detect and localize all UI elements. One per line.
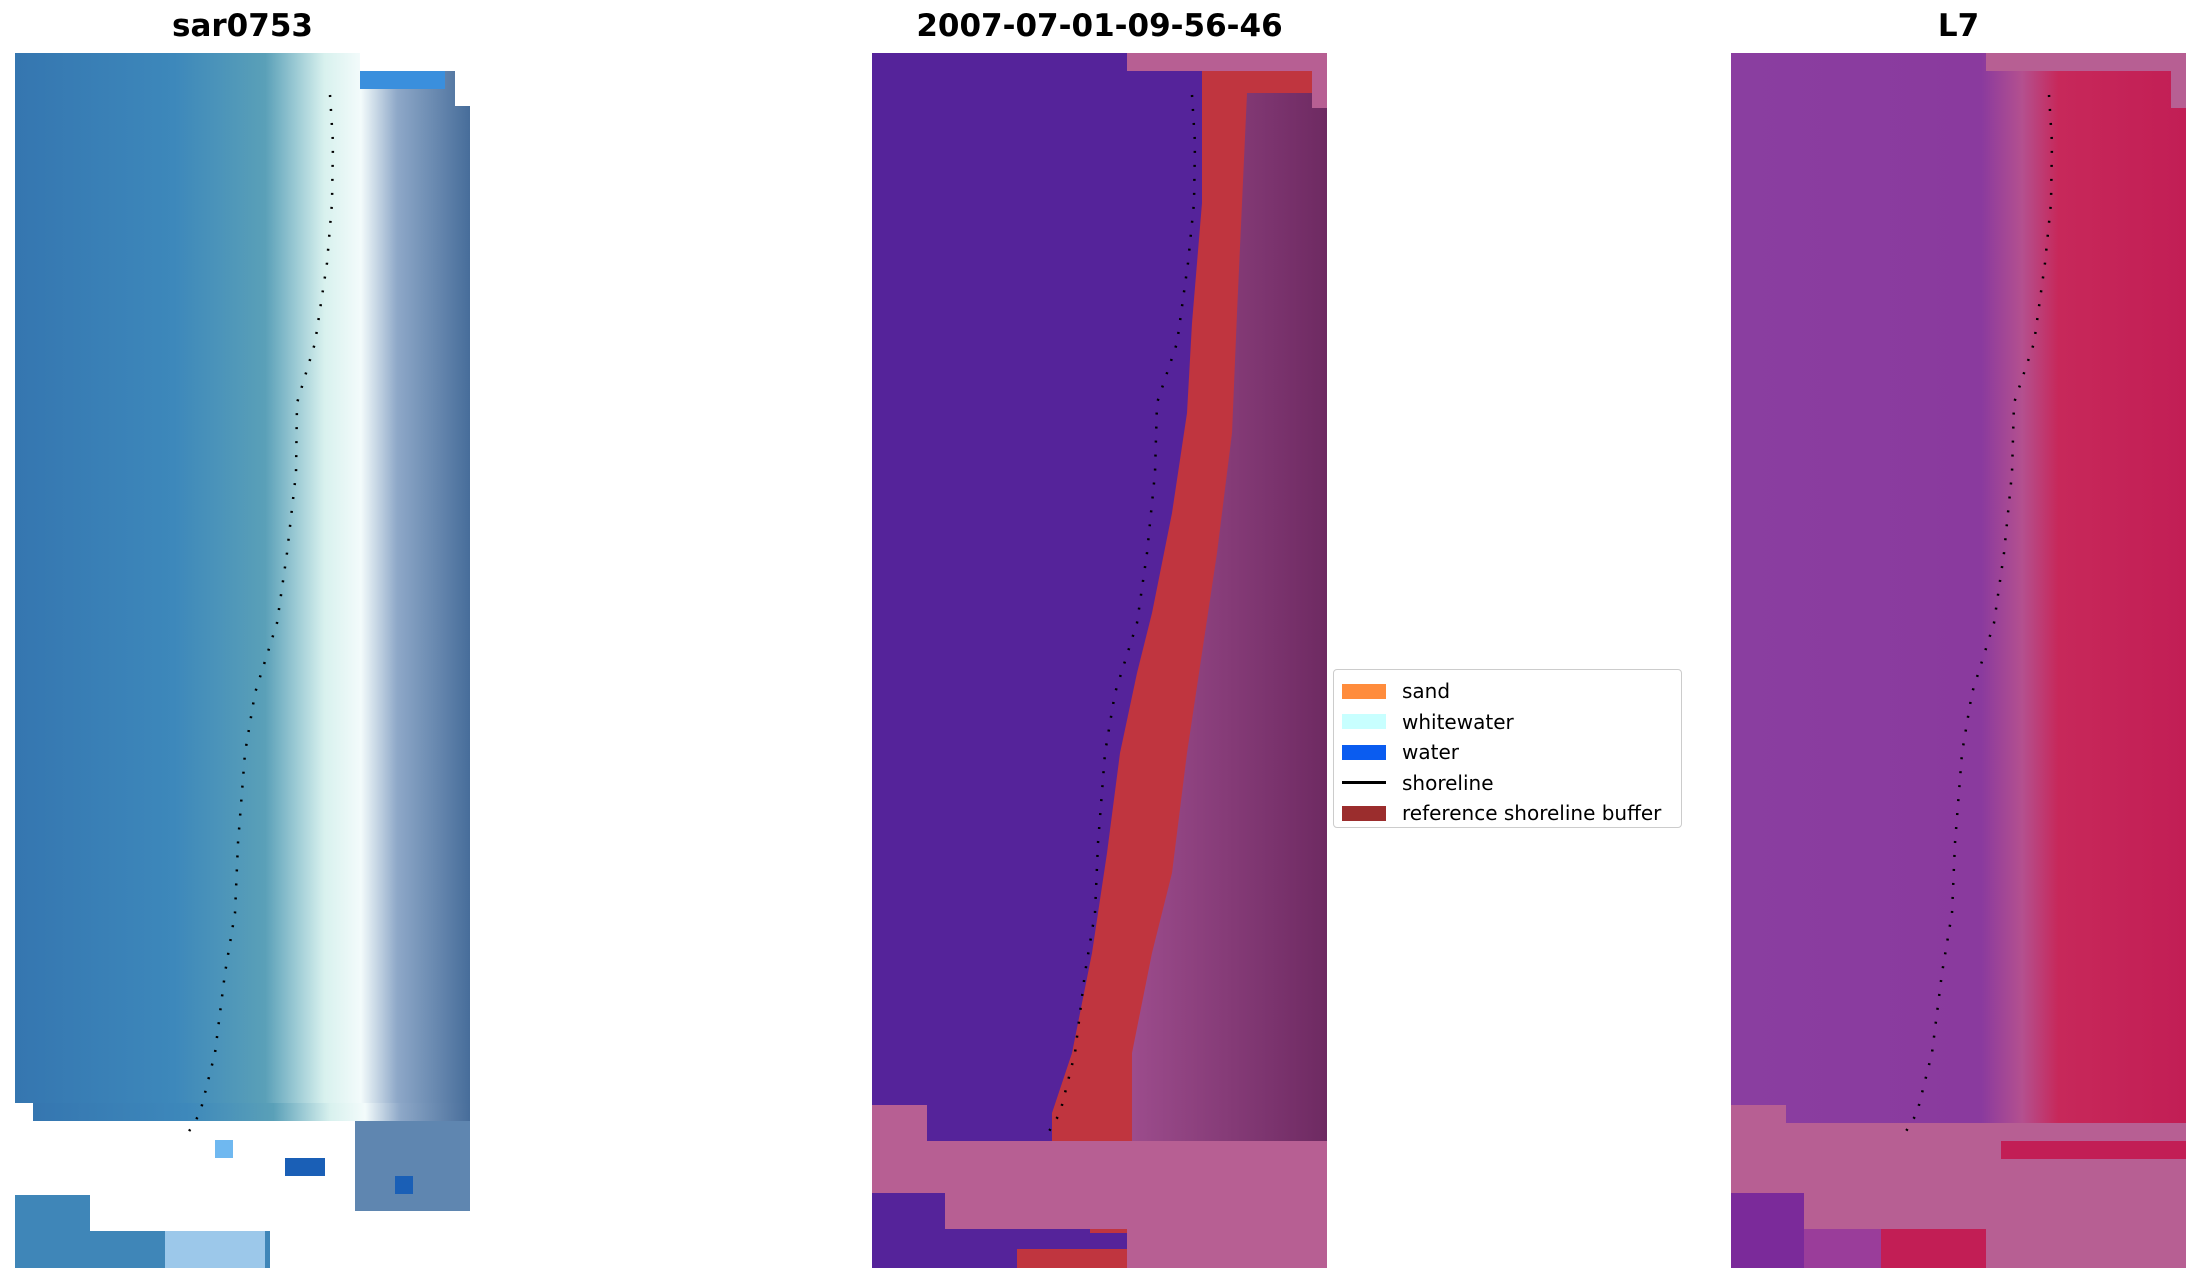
water-swatch — [1342, 744, 1386, 760]
classified-image-panel — [872, 53, 1327, 1268]
whitewater-swatch — [1342, 714, 1386, 730]
shoreline-dots-rgb — [183, 94, 335, 1139]
legend-item-water: water — [1342, 737, 1673, 768]
panel-title-classified: 2007-07-01-09-56-46 — [916, 8, 1283, 44]
shoreline-dots-falsecolor — [1900, 94, 2054, 1139]
legend-label: sand — [1402, 679, 1451, 704]
legend-label: whitewater — [1402, 709, 1514, 734]
legend-item-buffer: reference shoreline buffer — [1342, 798, 1673, 829]
panel-title-falsecolor: L7 — [1937, 8, 1980, 44]
legend: sand whitewater water shoreline referenc… — [1333, 669, 1682, 828]
rgb-image-panel — [15, 53, 470, 1268]
legend-item-shoreline: shoreline — [1342, 768, 1673, 799]
shoreline-line-swatch — [1342, 781, 1386, 785]
falsecolor-image-panel — [1731, 53, 2186, 1268]
shoreline-dots-classified — [1043, 94, 1197, 1139]
panel-title-rgb: sar0753 — [172, 8, 313, 44]
buffer-swatch — [1342, 805, 1386, 821]
legend-label: water — [1402, 740, 1459, 765]
legend-label: reference shoreline buffer — [1402, 801, 1662, 826]
sand-swatch — [1342, 683, 1386, 699]
legend-item-sand: sand — [1342, 676, 1673, 707]
legend-item-whitewater: whitewater — [1342, 707, 1673, 738]
legend-label: shoreline — [1402, 770, 1494, 795]
